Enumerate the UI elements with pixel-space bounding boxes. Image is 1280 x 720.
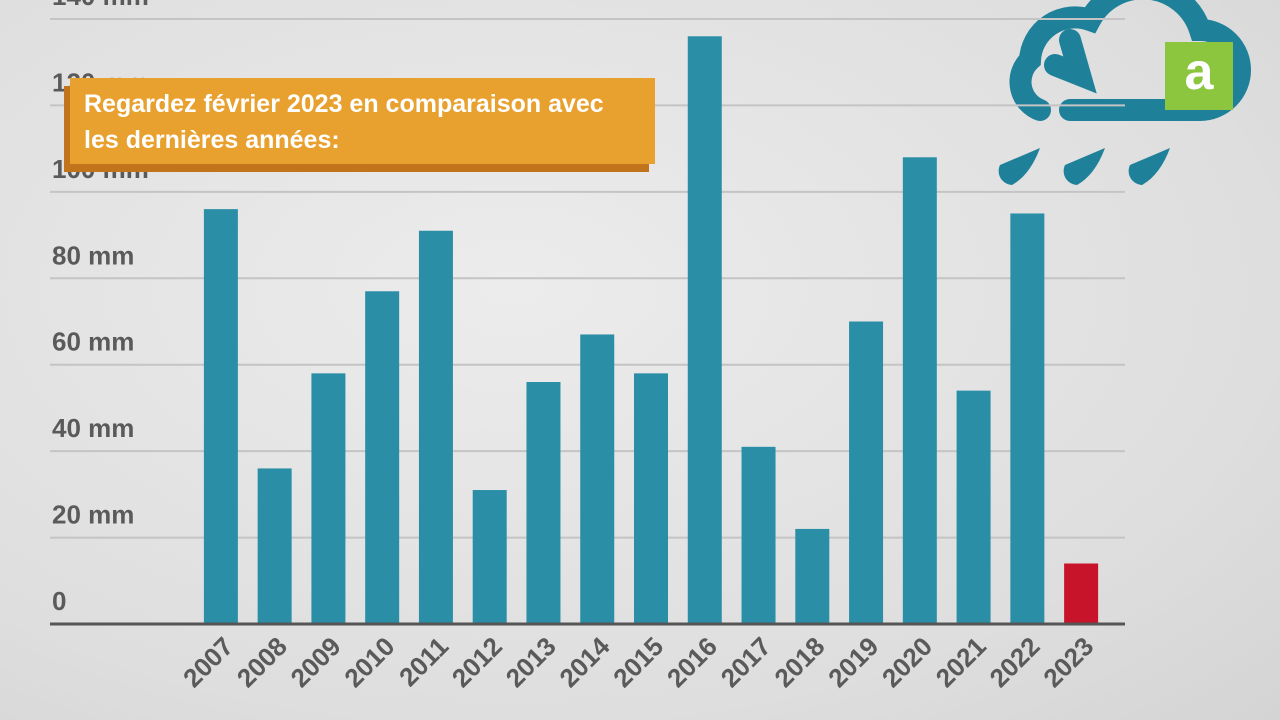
bar <box>418 230 453 624</box>
rain-drops <box>998 148 1170 185</box>
bar <box>1010 213 1045 624</box>
y-tick-label: 40 mm <box>52 413 134 443</box>
x-tick-label: 2013 <box>500 631 562 693</box>
y-tick-label: 20 mm <box>52 500 134 530</box>
x-tick-label: 2010 <box>338 631 400 693</box>
x-tick-label: 2019 <box>822 631 884 693</box>
bar <box>956 390 991 624</box>
y-tick-label: 140 mm <box>52 0 149 11</box>
rain-cloud-icon <box>1009 0 1251 121</box>
x-tick-label: 2016 <box>661 631 723 693</box>
x-tick-label: 2008 <box>231 631 293 693</box>
x-tick-label: 2021 <box>930 631 992 693</box>
chart-title: Regardez février 2023 en comparaison ave… <box>84 90 604 154</box>
x-tick-label: 2020 <box>876 631 938 693</box>
bar <box>365 291 400 624</box>
x-tick-label: 2017 <box>715 631 777 693</box>
bar <box>580 334 615 624</box>
bar <box>472 490 507 624</box>
x-tick-label: 2009 <box>285 631 347 693</box>
bar <box>849 321 884 624</box>
bar <box>1064 563 1099 624</box>
y-tick-label: 80 mm <box>52 240 134 270</box>
bar <box>634 373 668 624</box>
y-tick-label: 60 mm <box>52 327 134 357</box>
bar <box>311 373 346 624</box>
x-tick-label: 2007 <box>177 631 239 693</box>
bar <box>795 528 830 624</box>
x-tick-label: 2022 <box>983 631 1045 693</box>
x-tick-label: 2014 <box>553 631 615 693</box>
bar <box>203 209 238 624</box>
bar <box>741 446 776 624</box>
bar <box>257 468 292 624</box>
bar <box>526 382 561 624</box>
logo[interactable]: a <box>1165 42 1233 110</box>
x-tick-label: 2015 <box>607 631 669 693</box>
x-tick-label: 2011 <box>393 631 454 692</box>
x-tick-label: 2018 <box>768 631 830 693</box>
x-tick-label: 2023 <box>1037 631 1099 693</box>
x-tick-label: 2012 <box>446 631 508 693</box>
bar <box>687 36 722 625</box>
bar <box>902 157 937 625</box>
y-tick-label: 0 <box>52 586 66 616</box>
title-box: Regardez février 2023 en comparaison ave… <box>70 78 655 164</box>
